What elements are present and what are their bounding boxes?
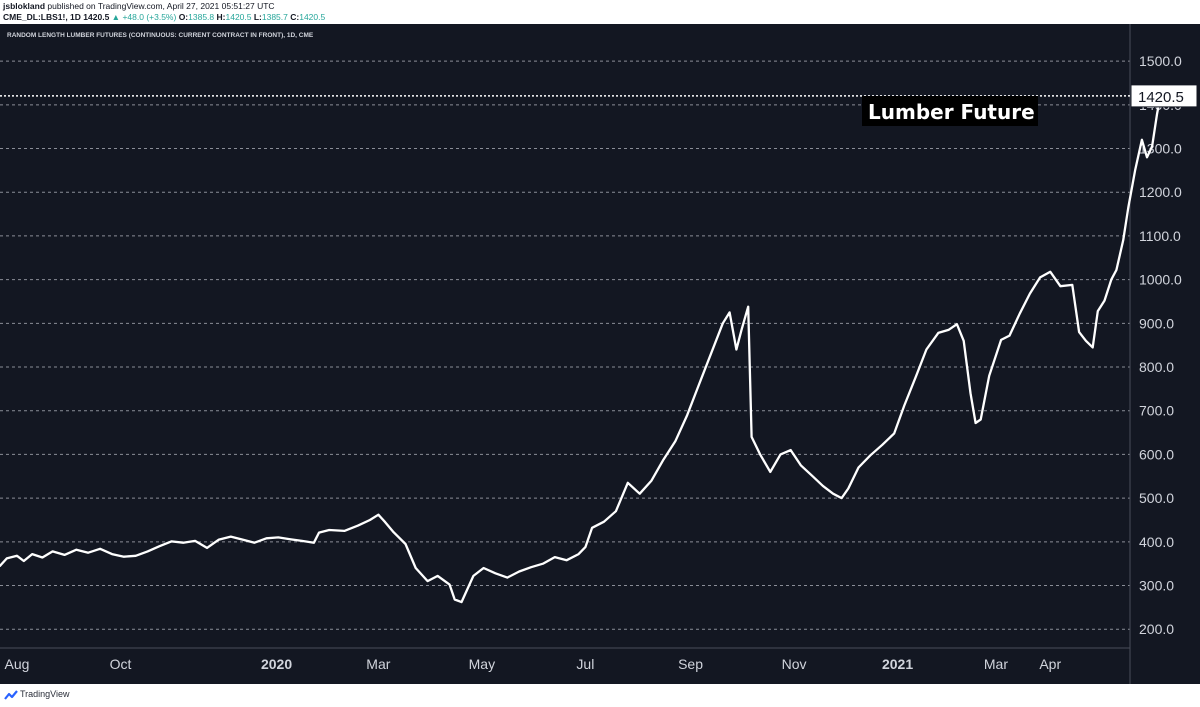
lumber-price-chart[interactable]: 200.0 300.0 400.0 500.0 600.0 700.0 800.0 900.0… (0, 24, 1200, 684)
last-price-badge-bg (1130, 84, 1198, 108)
y-tick-label: 1200.0 (1139, 184, 1182, 200)
x-tick-label: May (469, 656, 495, 672)
x-tick-label: Nov (782, 656, 807, 672)
last-price-badge-label: 1420.5 (1138, 89, 1184, 106)
time-axis[interactable]: Aug Oct 2020 Mar May Jul Sep Nov 2021 Mar Apr (5, 656, 1062, 672)
x-tick-label: Apr (1039, 656, 1061, 672)
price-axis[interactable]: 200.0 300.0 400.0 500.0 600.0 700.0 800.0 900.0… (1139, 53, 1182, 637)
x-tick-label: Mar (366, 656, 390, 672)
x-tick-label: Mar (984, 656, 1008, 672)
x-tick-label: 2021 (882, 656, 913, 672)
y-tick-label: 300.0 (1139, 578, 1174, 594)
y-tick-label: 700.0 (1139, 403, 1174, 419)
y-tick-label: 1100.0 (1139, 228, 1181, 244)
y-tick-label: 400.0 (1139, 534, 1174, 550)
last-price: 1420.5 (80, 12, 112, 22)
symbol-label: CME_DL:LBS1!, 1D (3, 12, 81, 22)
publish-date: published on TradingView.com, April 27, … (45, 1, 275, 11)
high-value: 1420.5 (225, 12, 252, 22)
annotation-box (862, 96, 1038, 126)
chart-header: jsblokland published on TradingView.com,… (0, 0, 1200, 24)
price-change: ▲ +48.0 (+3.5%) (111, 12, 177, 22)
tradingview-brand[interactable]: TradingView (20, 689, 70, 699)
y-tick-label: 800.0 (1139, 359, 1174, 375)
x-tick-label: Aug (5, 656, 30, 672)
lumber-future-annotation: Lumber Future (868, 100, 1035, 124)
publish-info: jsblokland published on TradingView.com,… (3, 1, 275, 11)
close-label: C: (287, 12, 300, 22)
y-tick-label: 500.0 (1139, 490, 1174, 506)
x-tick-label: Sep (678, 656, 703, 672)
tradingview-logo-icon (4, 690, 18, 700)
high-label: H: (214, 12, 226, 22)
x-tick-label: 2020 (261, 656, 292, 672)
open-value: 1385.8 (188, 12, 215, 22)
chart-title: RANDOM LENGTH LUMBER FUTURES (CONTINUOUS… (7, 32, 314, 39)
chart-background (0, 24, 1200, 684)
last-price-badge: 1420.5 (1130, 84, 1198, 108)
chart-footer: TradingView (0, 684, 1200, 707)
low-label: L: (251, 12, 262, 22)
y-tick-label: 900.0 (1139, 315, 1174, 331)
y-tick-label: 600.0 (1139, 446, 1174, 462)
author-name[interactable]: jsblokland (3, 1, 46, 11)
y-tick-label: 1000.0 (1139, 272, 1182, 288)
y-tick-label: 1500.0 (1139, 53, 1182, 69)
close-value: 1420.5 (299, 12, 326, 22)
x-tick-label: Jul (576, 656, 594, 672)
low-value: 1385.7 (261, 12, 288, 22)
open-label: O: (176, 12, 189, 22)
x-tick-label: Oct (110, 656, 132, 672)
ohlc-info: CME_DL:LBS1!, 1D 1420.5 ▲ +48.0 (+3.5%) … (3, 12, 325, 22)
y-tick-label: 200.0 (1139, 621, 1174, 637)
lumber-price-line (0, 94, 1162, 604)
